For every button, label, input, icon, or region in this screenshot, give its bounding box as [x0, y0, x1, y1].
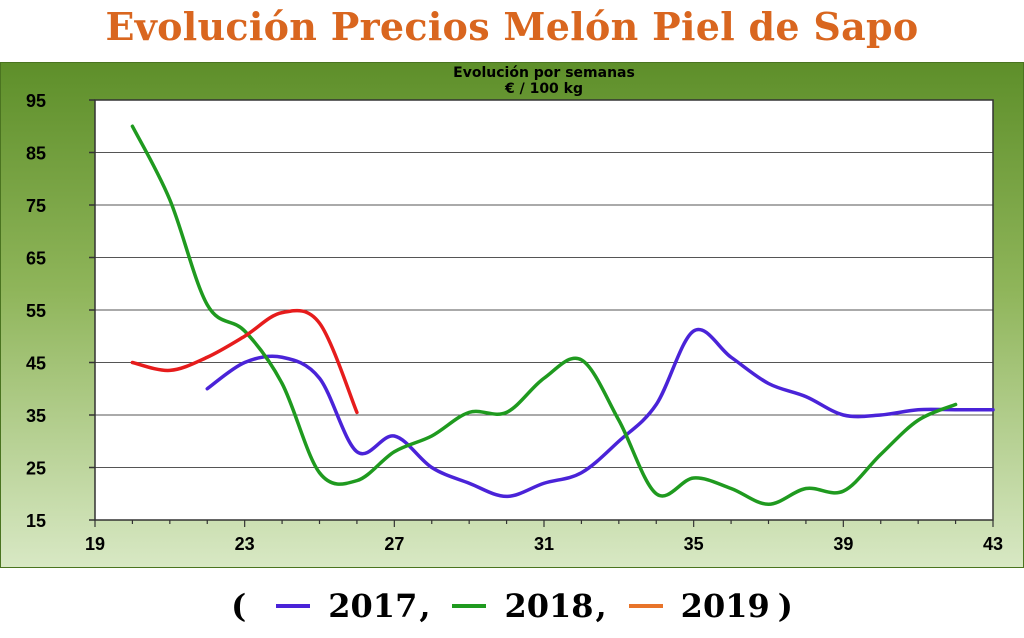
legend-swatch-2017	[276, 604, 311, 608]
chart-title: Evolución por semanas	[453, 65, 635, 81]
series-line-2018	[130, 124, 958, 506]
series-layer	[130, 124, 995, 506]
legend-separator: ,	[419, 587, 431, 625]
series-line-2019	[130, 308, 359, 415]
y-tick-label: 95	[26, 91, 46, 111]
legend-swatch-2018	[452, 604, 487, 608]
legend: ( 2017, 2018, 2019 )	[0, 580, 1024, 632]
legend-label-2017: 2017	[328, 587, 418, 625]
y-tick-label: 55	[26, 301, 46, 321]
chart-subtitle: € / 100 kg	[504, 81, 583, 97]
y-tick-label: 45	[26, 354, 46, 374]
y-tick-label: 85	[26, 144, 46, 164]
legend-swatch-2019	[628, 604, 663, 608]
tick-labels: 15 25 35 45 55 65 75 85 95 19 23 27 31 35 39 43	[26, 91, 1003, 554]
axes	[89, 99, 994, 527]
legend-label-2018: 2018	[504, 587, 594, 625]
y-tick-label: 35	[26, 406, 46, 426]
x-tick-label: 31	[534, 534, 554, 554]
x-tick-label: 19	[85, 534, 105, 554]
y-tick-label: 65	[26, 249, 46, 269]
grid-lines	[95, 152, 993, 468]
legend-open-paren: (	[231, 587, 247, 625]
legend-close-paren: )	[777, 587, 793, 625]
x-tick-label: 39	[833, 534, 853, 554]
x-tick-label: 27	[384, 534, 404, 554]
legend-label-2019: 2019	[680, 587, 770, 625]
x-tick-label: 35	[684, 534, 704, 554]
x-tick-label: 23	[235, 534, 255, 554]
page-title: Evolución Precios Melón Piel de Sapo	[105, 4, 919, 49]
y-tick-label: 15	[26, 511, 46, 531]
legend-separator: ,	[595, 587, 607, 625]
y-tick-label: 75	[26, 196, 46, 216]
y-tick-label: 25	[26, 459, 46, 479]
series-line-2017	[205, 327, 995, 499]
x-tick-label: 43	[983, 534, 1003, 554]
line-chart: 15 25 35 45 55 65 75 85 95 19 23 27 31 35 39 43 Evoluci…	[26, 65, 1003, 554]
